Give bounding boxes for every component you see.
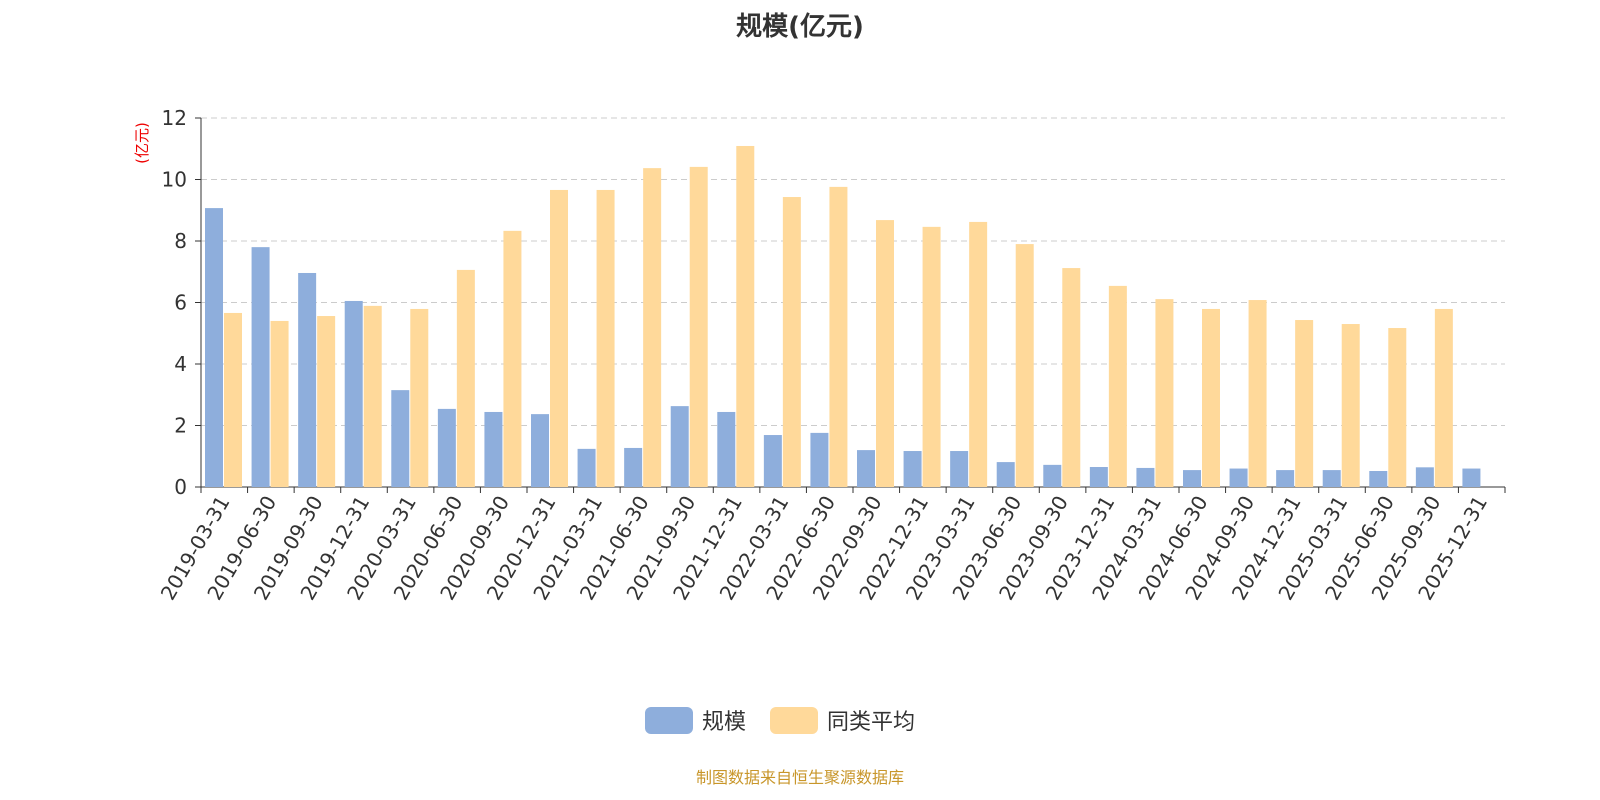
bar-scale [996, 462, 1015, 487]
bar-scale [205, 208, 223, 487]
bar-scale [1089, 467, 1108, 487]
bar-scale [577, 448, 596, 487]
bar-peer-average [456, 269, 475, 487]
bar-scale [1229, 468, 1248, 487]
legend-label: 同类平均 [827, 710, 915, 735]
bar-scale [298, 272, 317, 487]
bar-scale [1322, 470, 1341, 487]
bar-peer-average [1434, 308, 1453, 487]
bar-peer-average [1155, 299, 1174, 487]
bar-peer-average [1388, 328, 1407, 487]
y-tick-label: 8 [174, 229, 187, 253]
bar-peer-average [1295, 320, 1314, 487]
y-tick-label: 4 [174, 352, 187, 376]
bar-peer-average [736, 145, 755, 488]
bar-peer-average [782, 197, 801, 487]
bar-scale [1415, 467, 1434, 487]
bar-scale [531, 414, 549, 487]
legend-swatch [645, 707, 693, 734]
y-axis-label: (亿元) [133, 122, 151, 164]
bar-scale [1369, 471, 1388, 487]
bar-scale [857, 450, 875, 487]
bar-peer-average [410, 308, 429, 487]
bar-peer-average [224, 312, 242, 487]
bar-peer-average [643, 168, 662, 487]
bar-scale [1136, 467, 1155, 487]
legend-swatch [770, 707, 818, 734]
bar-scale [810, 432, 829, 487]
bar-peer-average [550, 189, 568, 487]
bar-peer-average [829, 186, 848, 487]
chart-title: 规模(亿元) [736, 12, 864, 42]
bar-scale [624, 447, 643, 487]
bar-scale [717, 411, 736, 487]
bar-peer-average [317, 316, 336, 487]
bar-peer-average [1248, 300, 1267, 487]
legend-label: 规模 [702, 710, 746, 735]
bar-peer-average [876, 220, 894, 487]
y-tick-label: 10 [162, 168, 187, 192]
y-tick-label: 12 [162, 106, 187, 130]
bar-scale [763, 435, 782, 487]
bar-scale [670, 406, 689, 487]
bar-peer-average [689, 166, 708, 487]
bar-peer-average [363, 305, 382, 487]
bar-scale [1183, 470, 1201, 487]
bar-peer-average [596, 189, 615, 487]
bar-scale [903, 451, 922, 487]
bar-scale [1276, 470, 1295, 487]
bar-peer-average [922, 226, 941, 488]
bar-scale [251, 247, 270, 487]
bar-peer-average [1015, 244, 1034, 487]
bar-scale [950, 451, 969, 487]
source-footer: 制图数据来自恒生聚源数据库 [695, 768, 904, 787]
y-tick-label: 6 [174, 291, 187, 315]
bar-peer-average [503, 230, 522, 488]
bar-peer-average [270, 320, 289, 487]
bar-peer-average [1062, 268, 1081, 487]
bar-scale [344, 300, 363, 487]
bar-scale [391, 390, 410, 487]
bar-scale [1462, 468, 1481, 487]
bar-peer-average [1202, 308, 1220, 487]
bar-peer-average [969, 221, 988, 487]
y-tick-label: 2 [174, 414, 187, 438]
bar-scale [484, 411, 503, 487]
bar-peer-average [1108, 285, 1127, 487]
bar-scale [437, 408, 456, 487]
y-tick-label: 0 [174, 475, 187, 499]
bar-peer-average [1341, 324, 1360, 487]
bar-scale [1043, 464, 1062, 487]
